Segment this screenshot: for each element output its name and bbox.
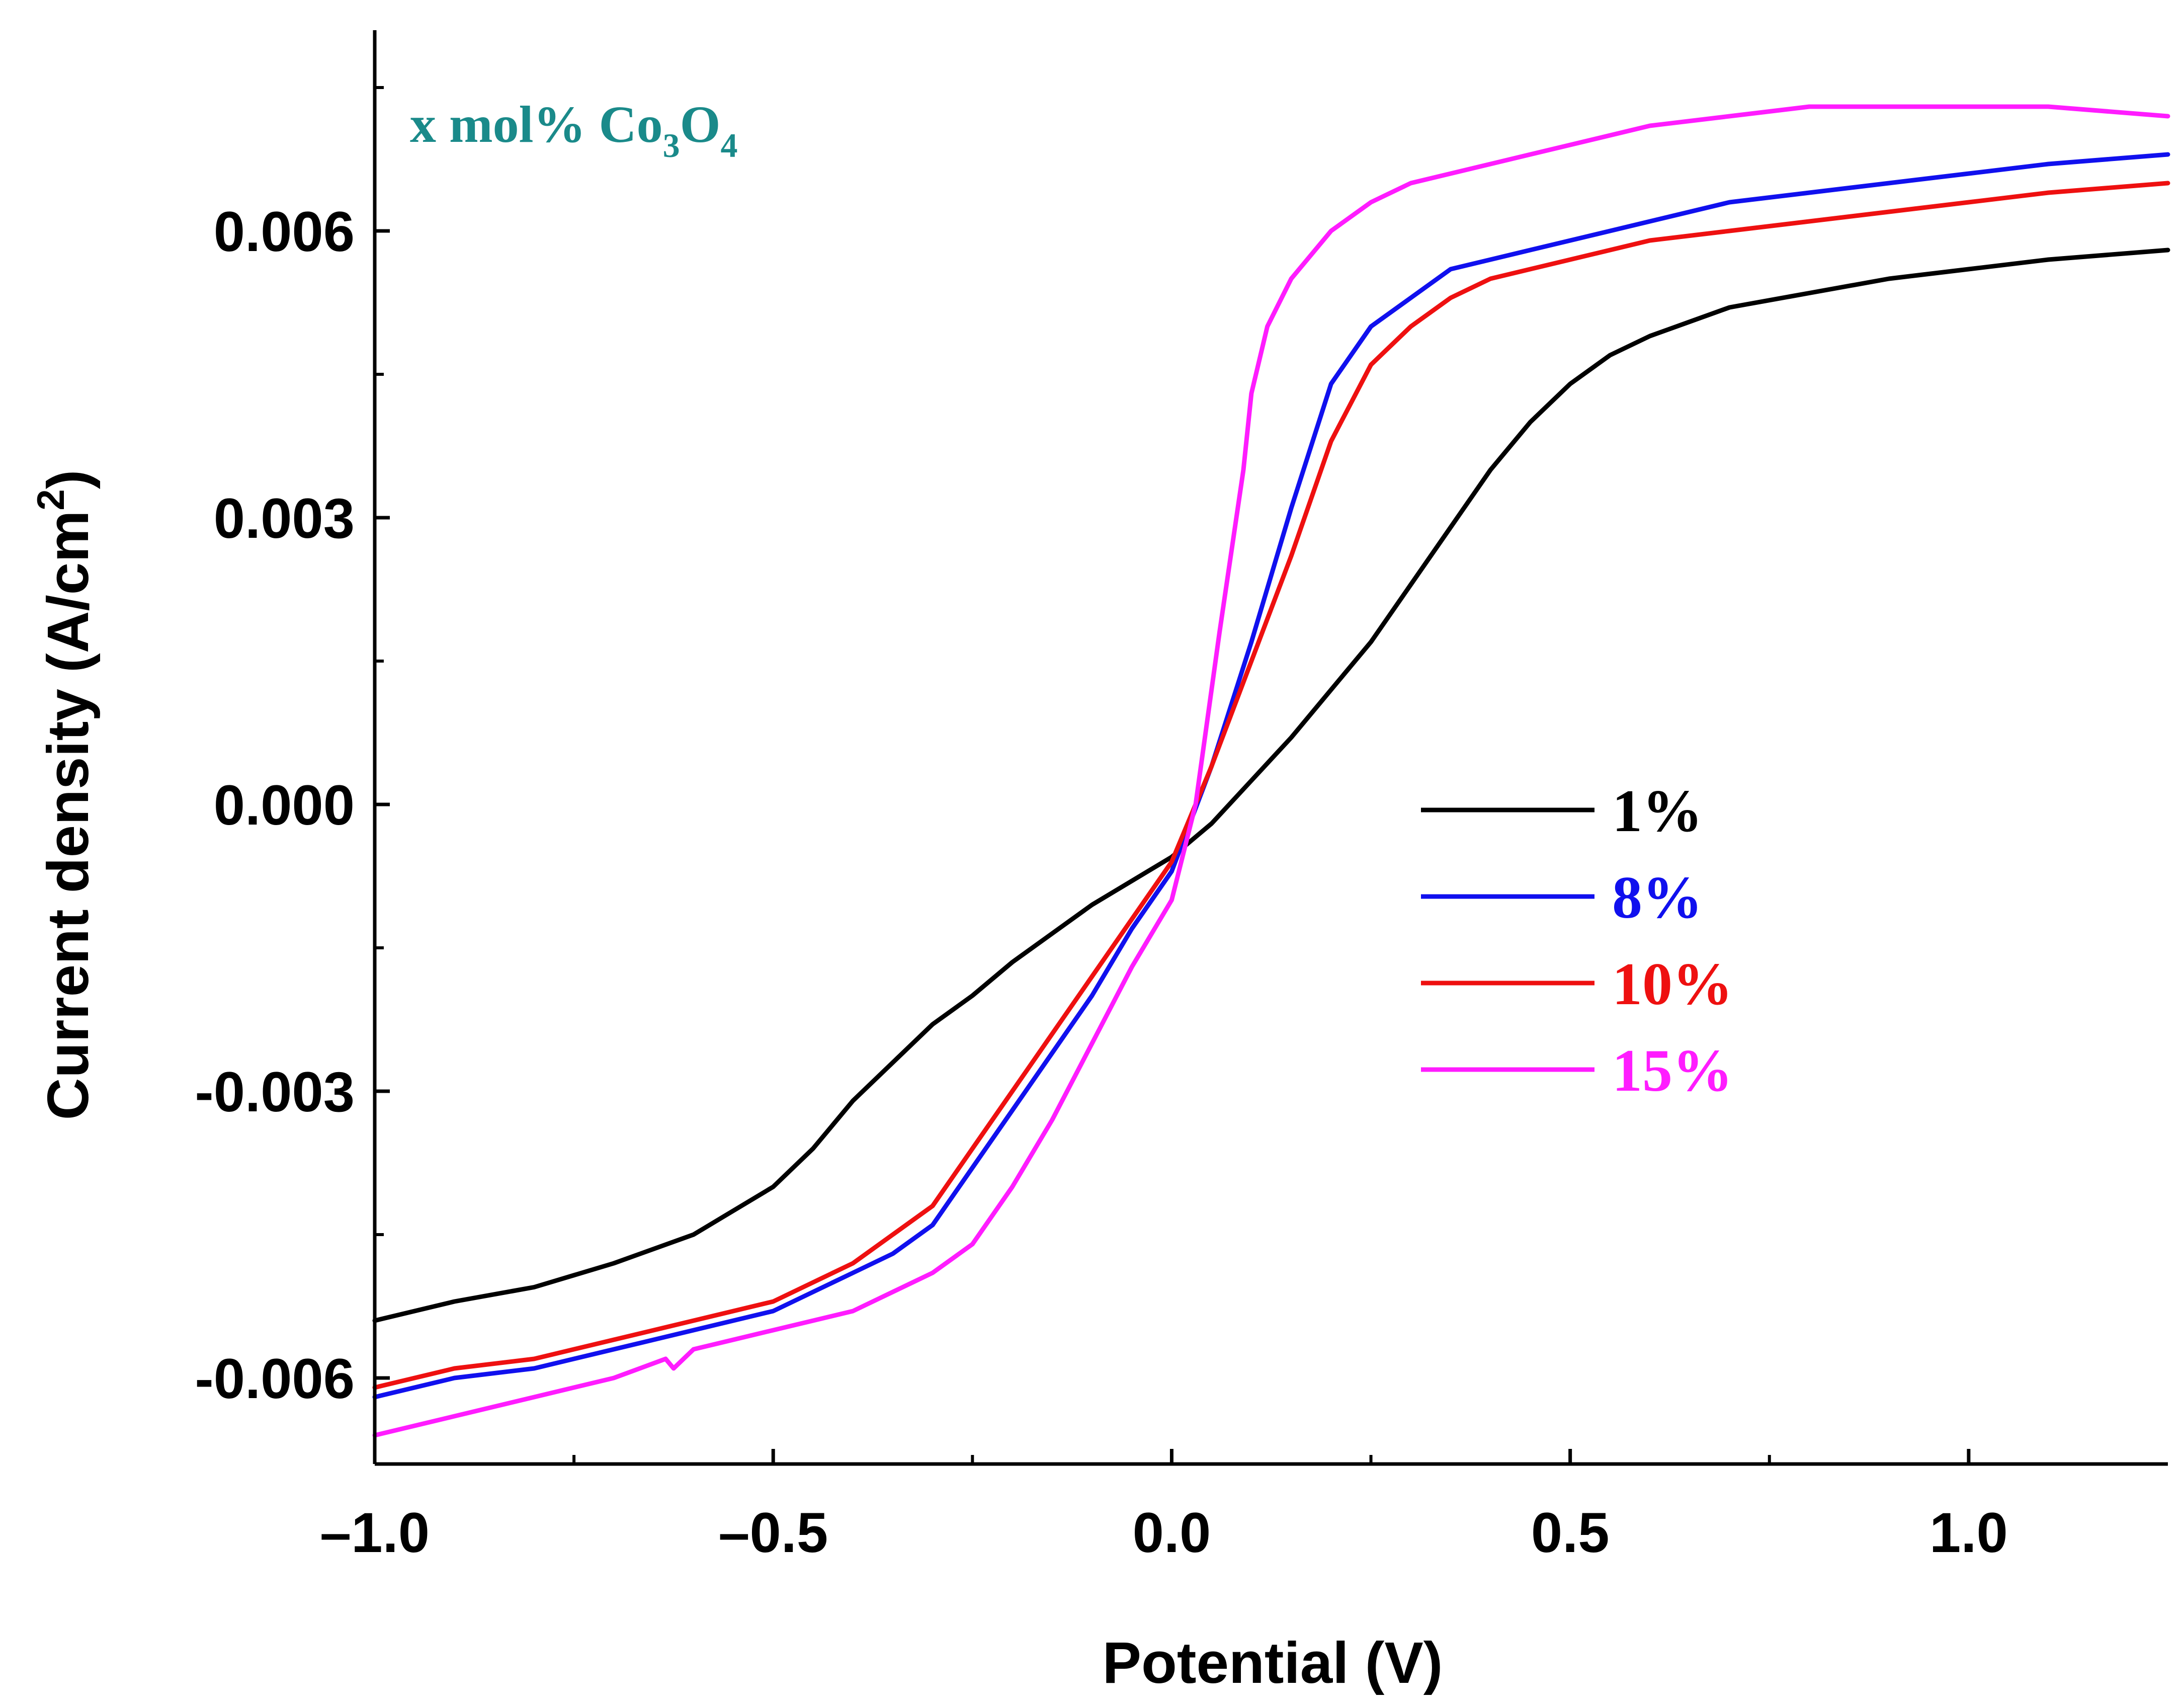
y-tick-label: 0.003 (214, 487, 355, 550)
legend-label: 8% (1612, 864, 1703, 931)
y-tick-label: 0.000 (214, 774, 355, 837)
legend-label: 10% (1612, 950, 1733, 1017)
x-tick-label: –0.5 (718, 1501, 828, 1564)
series-line-1pct (372, 248, 2170, 1323)
x-tick-label: –1.0 (320, 1501, 430, 1564)
axis-ticks: –1.0 –0.5 0.0 0.5 1.0 -0.006 -0.003 0.000 0.003 0… (195, 86, 2008, 1564)
x-tick-label: 0.0 (1133, 1501, 1211, 1564)
x-axis-title: Potential (V) (1103, 1630, 1443, 1695)
y-tick-label: -0.006 (195, 1347, 355, 1410)
y-axis-title: Current density (A/cm2) (30, 470, 101, 1120)
x-tick-label: 1.0 (1929, 1501, 2008, 1564)
legend: 1% 8% 10% 15% (1421, 777, 1733, 1104)
x-tick-label: 0.5 (1531, 1501, 1610, 1564)
legend-label: 1% (1612, 777, 1703, 844)
plot-curves (372, 104, 2170, 1438)
legend-label: 15% (1612, 1037, 1733, 1104)
series-line-15pct (372, 104, 2170, 1438)
y-tick-label: -0.003 (195, 1061, 355, 1123)
composition-annotation: x mol% Co3O4 (410, 96, 738, 165)
y-tick-label: 0.006 (214, 200, 355, 263)
